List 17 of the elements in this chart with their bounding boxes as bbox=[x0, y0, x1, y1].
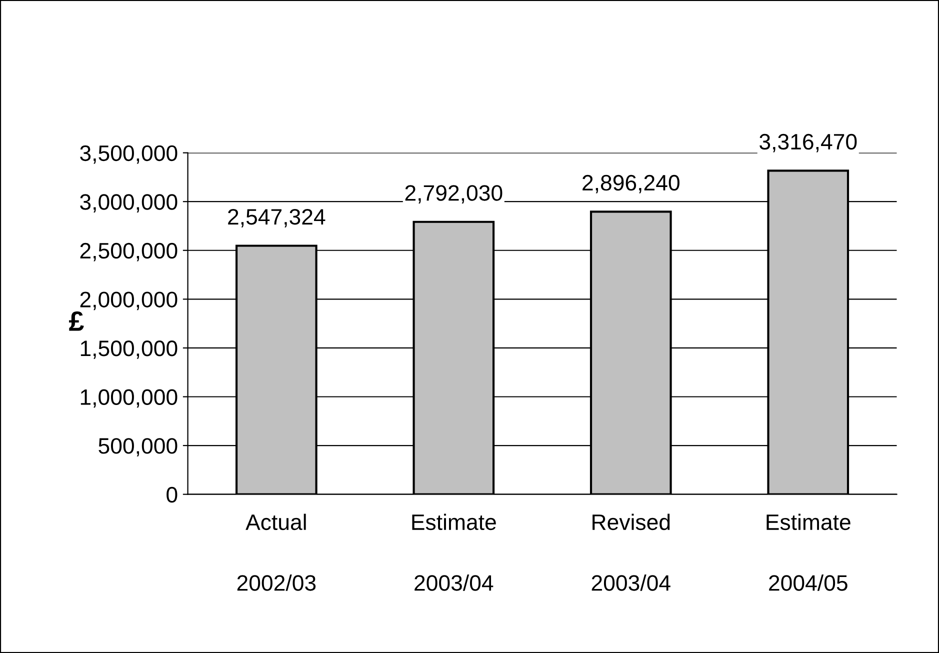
y-tick-label: 3,500,000 bbox=[80, 145, 178, 164]
y-tick-label: 2,000,000 bbox=[80, 292, 178, 310]
y-tick-label: 3,000,000 bbox=[80, 194, 178, 212]
category-label: Estimate 2003/04 bbox=[412, 514, 496, 591]
category-label: Estimate 2004/05 bbox=[766, 514, 850, 591]
y-tick-label: 1,500,000 bbox=[80, 340, 178, 359]
data-label: 2,547,324 bbox=[228, 208, 326, 228]
y-tick-label: 2,500,000 bbox=[80, 242, 178, 262]
data-label: 2,896,240 bbox=[582, 174, 680, 194]
y-tick-label: 1,000,000 bbox=[80, 389, 178, 408]
y-tick-label: 500,000 bbox=[98, 438, 178, 456]
category-label: Revised 2003/04 bbox=[592, 514, 670, 591]
category-label: Actual 2002/03 bbox=[237, 514, 316, 591]
y-tick-label: 0 bbox=[166, 486, 178, 503]
data-label: 3,316,470 bbox=[760, 134, 857, 152]
data-label: 2,792,030 bbox=[405, 185, 502, 204]
y-axis-title: £ bbox=[69, 311, 84, 331]
